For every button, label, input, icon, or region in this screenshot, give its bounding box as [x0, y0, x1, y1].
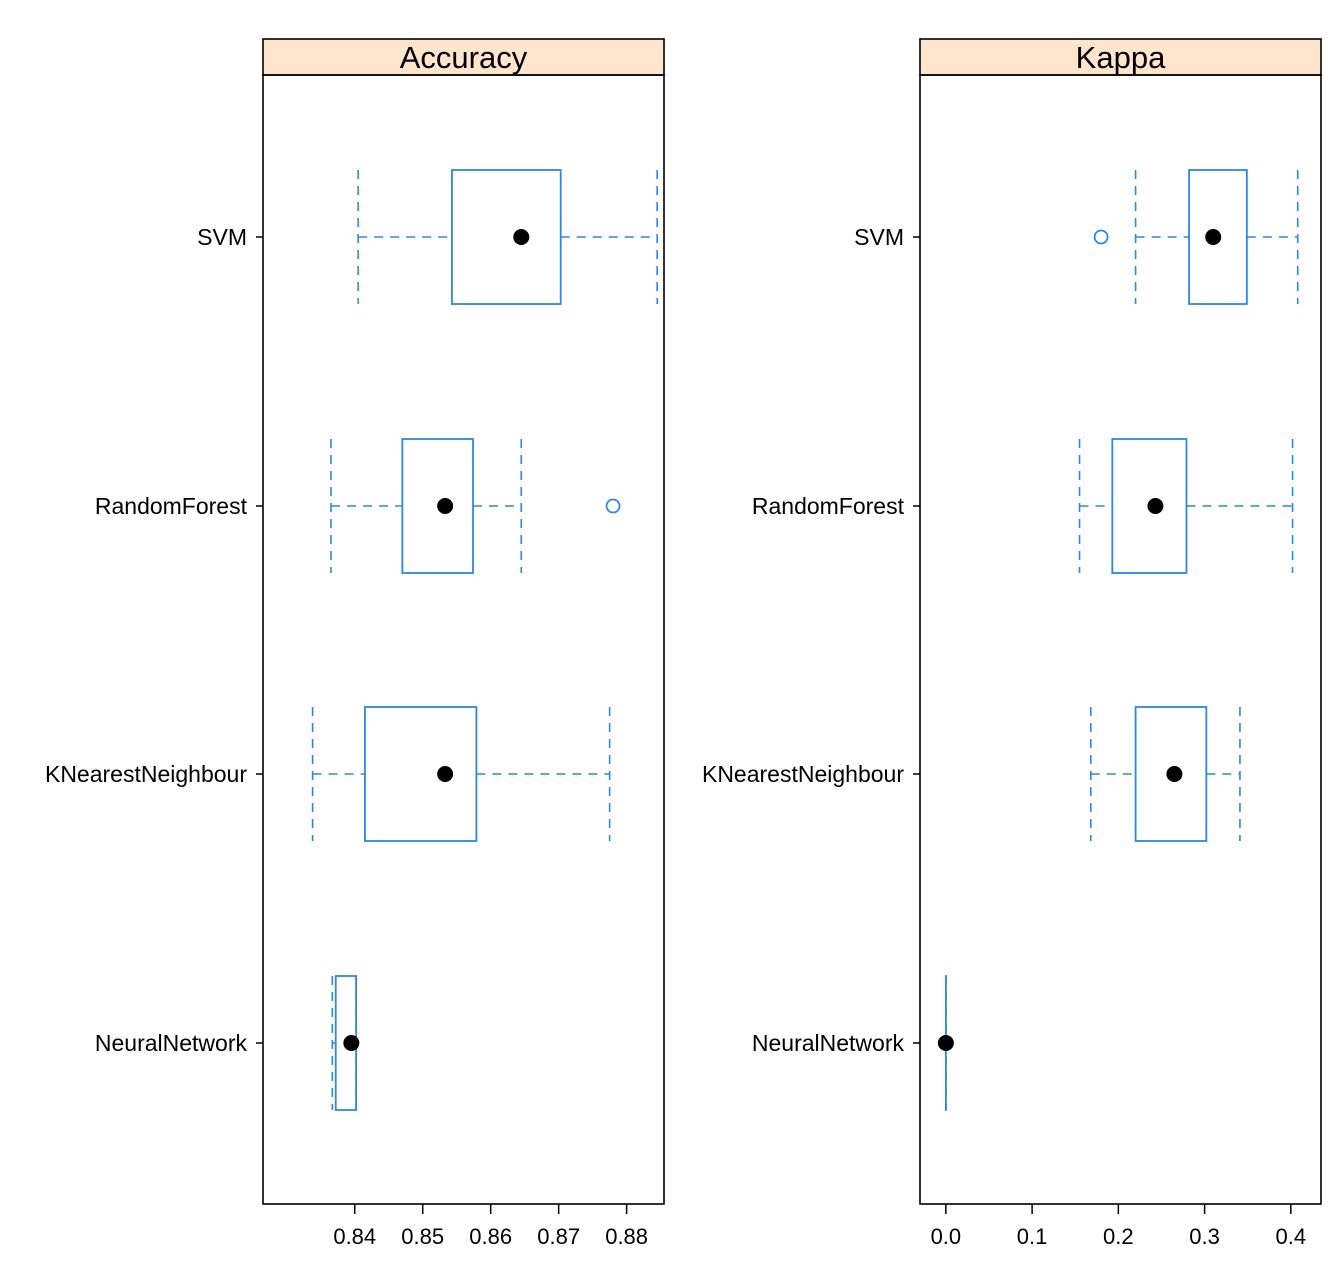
panel-kappa: Kappa 0.0 0.1 0.2 0.3 0.4 SVM RandomForest KNear… — [702, 38, 1322, 1249]
box-neuralnetwork — [331, 975, 360, 1111]
panel-accuracy: Accuracy 0.84 0.85 0.86 0.87 0.88 SVM RandomFor… — [45, 38, 665, 1249]
median-dot — [937, 1035, 954, 1051]
category-label: KNearestNeighbour — [702, 761, 904, 787]
box-knearestneighbour — [1089, 706, 1241, 842]
box-randomforest — [1078, 438, 1294, 574]
iqr-box — [451, 169, 562, 305]
x-tick-label: 0.2 — [1103, 1224, 1134, 1249]
box-neuralnetwork — [937, 975, 954, 1111]
iqr-box — [1134, 706, 1208, 842]
x-tick-label: 0.84 — [333, 1224, 376, 1249]
category-label: RandomForest — [95, 493, 248, 519]
x-tick-label: 0.4 — [1276, 1224, 1307, 1249]
category-label: NeuralNetwork — [752, 1030, 905, 1056]
strip-header — [919, 38, 1322, 76]
x-tick-label: 0.88 — [605, 1224, 648, 1249]
panel-title: Kappa — [1076, 40, 1166, 75]
x-tick-label: 0.3 — [1189, 1224, 1220, 1249]
iqr-box — [364, 706, 478, 842]
panel-title: Accuracy — [400, 40, 528, 75]
category-label: SVM — [197, 224, 247, 250]
x-tick-label: 0.85 — [401, 1224, 444, 1249]
iqr-box — [1111, 438, 1188, 574]
median-dot — [1205, 229, 1222, 245]
x-tick-label: 0.86 — [469, 1224, 512, 1249]
category-label: NeuralNetwork — [95, 1030, 248, 1056]
outlier-point — [605, 498, 621, 514]
box-svm — [1093, 169, 1299, 305]
box-svm — [357, 169, 659, 305]
box-knearestneighbour — [311, 706, 611, 842]
median-dot — [437, 498, 454, 514]
category-label: SVM — [854, 224, 904, 250]
median-dot — [513, 229, 530, 245]
median-dot — [1166, 766, 1183, 782]
x-tick-label: 0.87 — [537, 1224, 580, 1249]
x-tick-label: 0.0 — [931, 1224, 962, 1249]
iqr-box — [401, 438, 474, 574]
outlier-point — [1093, 229, 1109, 245]
x-tick-label: 0.1 — [1017, 1224, 1048, 1249]
median-dot — [343, 1035, 360, 1051]
panel-frame — [919, 74, 1322, 1205]
iqr-box — [1188, 169, 1248, 305]
median-dot — [1147, 498, 1164, 514]
category-label: RandomForest — [752, 493, 905, 519]
box-randomforest — [330, 438, 621, 574]
median-dot — [437, 766, 454, 782]
category-label: KNearestNeighbour — [45, 761, 247, 787]
panel-frame — [262, 74, 665, 1205]
strip-header — [262, 38, 665, 76]
